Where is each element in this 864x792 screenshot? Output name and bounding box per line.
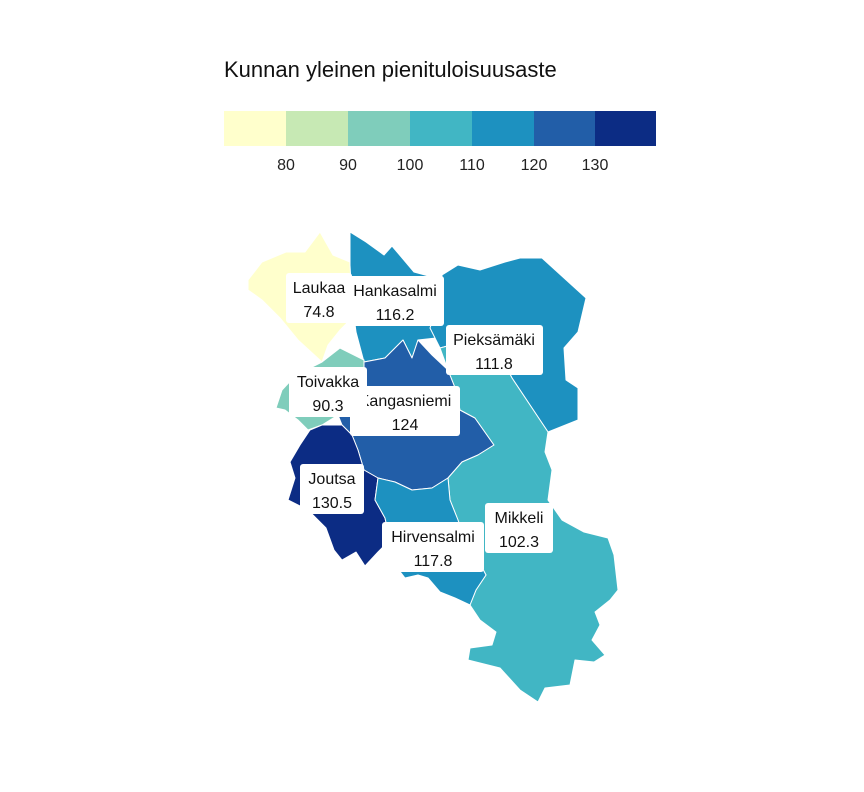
label-hirvensalmi-box <box>382 522 484 572</box>
label-toivakka: Toivakka 90.3 <box>289 367 367 417</box>
label-hirvensalmi: Hirvensalmi 117.8 <box>382 522 484 572</box>
label-pieksamaki: Pieksämäki 111.8 <box>446 325 543 375</box>
label-mikkeli-name: Mikkeli <box>495 510 544 527</box>
label-laukaa-box <box>286 273 352 323</box>
legend-swatch-1 <box>286 111 348 146</box>
label-toivakka-box <box>289 367 367 417</box>
label-joutsa: Joutsa 130.5 <box>300 464 364 514</box>
legend-tick-90: 90 <box>339 157 357 174</box>
legend-swatch-4 <box>472 111 534 146</box>
label-laukaa-name: Laukaa <box>293 280 346 297</box>
legend-tick-80: 80 <box>277 157 295 174</box>
label-kangasniemi-value: 124 <box>392 417 419 434</box>
label-kangasniemi-box <box>350 386 460 436</box>
label-hankasalmi: Hankasalmi 116.2 <box>346 276 444 326</box>
legend-swatch-5 <box>534 111 595 146</box>
label-kangasniemi-name: Kangasniemi <box>359 393 452 410</box>
label-kangasniemi: Kangasniemi 124 <box>350 386 460 436</box>
label-laukaa: Laukaa 74.8 <box>286 273 352 323</box>
map-title: Kunnan yleinen pienituloisuusaste <box>224 57 557 82</box>
label-mikkeli-value: 102.3 <box>499 534 539 551</box>
label-pieksamaki-name: Pieksämäki <box>453 332 535 349</box>
label-toivakka-name: Toivakka <box>297 374 359 391</box>
legend-tick-130: 130 <box>582 157 609 174</box>
label-hankasalmi-box <box>346 276 444 326</box>
label-hankasalmi-value: 116.2 <box>376 307 415 324</box>
labels-layer: Laukaa 74.8 Hankasalmi 116.2 Pieksämäki … <box>286 273 553 572</box>
label-pieksamaki-box <box>446 325 543 375</box>
legend-swatch-6 <box>595 111 656 146</box>
label-hirvensalmi-name: Hirvensalmi <box>391 529 475 546</box>
legend-swatch-3 <box>410 111 472 146</box>
color-legend: 80 90 100 110 120 130 <box>224 111 656 174</box>
legend-tick-100: 100 <box>397 157 424 174</box>
legend-swatch-0 <box>224 111 286 146</box>
label-joutsa-value: 130.5 <box>312 495 352 512</box>
label-hirvensalmi-value: 117.8 <box>414 553 453 570</box>
label-pieksamaki-value: 111.8 <box>475 356 513 373</box>
legend-tick-110: 110 <box>459 157 485 174</box>
label-mikkeli-box <box>485 503 553 553</box>
label-joutsa-name: Joutsa <box>308 471 355 488</box>
label-joutsa-box <box>300 464 364 514</box>
legend-swatch-2 <box>348 111 410 146</box>
label-toivakka-value: 90.3 <box>312 398 343 415</box>
label-laukaa-value: 74.8 <box>303 304 334 321</box>
label-mikkeli: Mikkeli 102.3 <box>485 503 553 553</box>
legend-tick-120: 120 <box>521 157 548 174</box>
label-hankasalmi-name: Hankasalmi <box>353 283 437 300</box>
